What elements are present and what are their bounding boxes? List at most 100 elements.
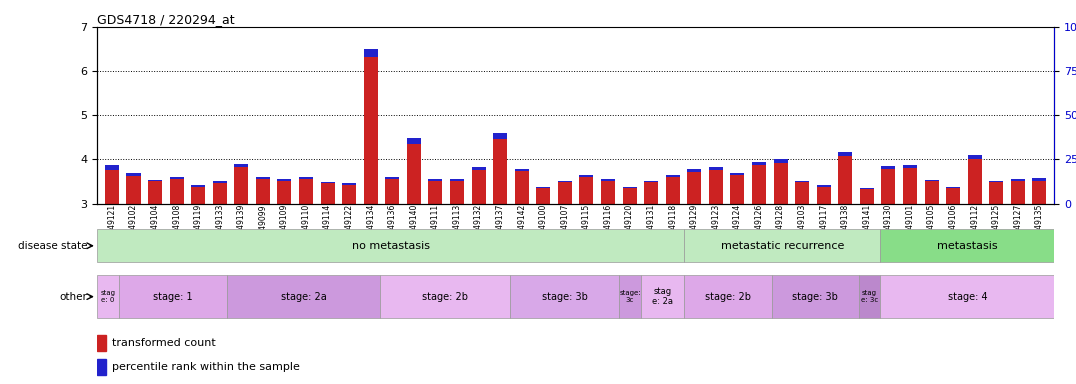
Text: GSM549126: GSM549126 <box>754 204 764 250</box>
Bar <box>493 133 507 139</box>
Bar <box>903 168 917 204</box>
Bar <box>536 187 550 188</box>
Bar <box>795 182 809 204</box>
Bar <box>514 171 528 204</box>
Text: GSM549103: GSM549103 <box>797 204 807 250</box>
Text: metastasis: metastasis <box>937 241 997 251</box>
Bar <box>450 179 464 180</box>
Text: percentile rank within the sample: percentile rank within the sample <box>112 362 299 372</box>
Bar <box>684 229 880 262</box>
Text: GSM549127: GSM549127 <box>1014 204 1022 250</box>
Text: GSM549135: GSM549135 <box>1035 204 1044 250</box>
Text: GSM549136: GSM549136 <box>387 204 397 250</box>
Text: metastatic recurrence: metastatic recurrence <box>721 241 844 251</box>
Bar <box>256 177 270 179</box>
Text: GSM549133: GSM549133 <box>215 204 224 250</box>
Bar <box>299 179 313 204</box>
Bar <box>127 176 141 204</box>
Bar <box>774 159 788 163</box>
Text: GSM549115: GSM549115 <box>582 204 591 250</box>
Bar <box>1032 180 1046 204</box>
Bar <box>989 180 1003 182</box>
Bar <box>688 172 702 204</box>
Text: GSM549117: GSM549117 <box>819 204 829 250</box>
Bar <box>623 188 637 204</box>
Text: GSM549111: GSM549111 <box>431 204 440 250</box>
Text: GSM549101: GSM549101 <box>906 204 915 250</box>
Text: GSM549123: GSM549123 <box>711 204 720 250</box>
Bar <box>731 173 745 175</box>
Bar <box>1010 179 1024 182</box>
Text: GSM549140: GSM549140 <box>409 204 419 250</box>
Text: stag
e: 3c: stag e: 3c <box>861 290 878 303</box>
Text: GSM549141: GSM549141 <box>862 204 872 250</box>
Text: GSM549106: GSM549106 <box>949 204 958 250</box>
Bar <box>709 170 723 204</box>
Text: GSM549105: GSM549105 <box>928 204 936 250</box>
Text: GSM549139: GSM549139 <box>237 204 245 250</box>
Bar <box>645 180 659 182</box>
Bar <box>881 169 895 204</box>
Bar <box>838 152 852 156</box>
Text: GSM549125: GSM549125 <box>992 204 1001 250</box>
Bar <box>493 139 507 204</box>
Text: GSM549120: GSM549120 <box>625 204 634 250</box>
Text: disease state: disease state <box>18 241 87 251</box>
Bar <box>321 182 335 183</box>
Text: GSM549112: GSM549112 <box>971 204 979 250</box>
Bar <box>407 144 421 204</box>
Bar <box>385 177 399 179</box>
Text: stage: 3b: stage: 3b <box>542 291 587 302</box>
Text: GSM549109: GSM549109 <box>280 204 289 250</box>
Text: GSM549113: GSM549113 <box>453 204 462 250</box>
Bar <box>774 163 788 204</box>
Bar <box>364 57 378 204</box>
Text: GSM549104: GSM549104 <box>151 204 159 250</box>
Bar <box>967 155 981 159</box>
Text: GSM549114: GSM549114 <box>323 204 332 250</box>
Text: stage: 2b: stage: 2b <box>705 291 751 302</box>
Bar <box>880 275 1054 318</box>
Text: GSM549131: GSM549131 <box>647 204 655 250</box>
Bar <box>688 169 702 172</box>
Text: GSM549138: GSM549138 <box>840 204 850 250</box>
Bar <box>1032 178 1046 180</box>
Bar <box>881 166 895 169</box>
Bar <box>731 175 745 204</box>
Bar <box>860 189 874 204</box>
Bar <box>192 187 206 204</box>
Bar <box>97 335 107 351</box>
Text: GSM549130: GSM549130 <box>883 204 893 250</box>
Bar <box>557 180 571 182</box>
Text: GSM549124: GSM549124 <box>733 204 742 250</box>
Bar <box>380 275 510 318</box>
Bar <box>838 156 852 204</box>
Text: GSM549107: GSM549107 <box>561 204 569 250</box>
Bar <box>817 187 831 204</box>
Bar <box>924 180 938 182</box>
Bar <box>118 275 227 318</box>
Bar <box>946 187 960 188</box>
Text: GSM549129: GSM549129 <box>690 204 698 250</box>
Bar <box>709 167 723 170</box>
Bar <box>666 177 680 204</box>
Text: GSM549100: GSM549100 <box>539 204 548 250</box>
Bar <box>771 275 859 318</box>
Bar <box>880 229 1054 262</box>
Text: GSM549116: GSM549116 <box>604 204 612 250</box>
Text: stage: 3b: stage: 3b <box>792 291 838 302</box>
Bar <box>170 179 184 204</box>
Bar <box>946 188 960 204</box>
Bar <box>213 183 227 204</box>
Bar <box>227 275 380 318</box>
Text: stag
e: 2a: stag e: 2a <box>652 287 674 306</box>
Bar <box>967 159 981 204</box>
Bar <box>428 179 442 180</box>
Bar <box>645 182 659 204</box>
Bar <box>752 165 766 204</box>
Text: GSM549134: GSM549134 <box>366 204 376 250</box>
Bar <box>641 275 684 318</box>
Text: transformed count: transformed count <box>112 338 215 348</box>
Bar <box>924 182 938 204</box>
Bar <box>235 167 249 204</box>
